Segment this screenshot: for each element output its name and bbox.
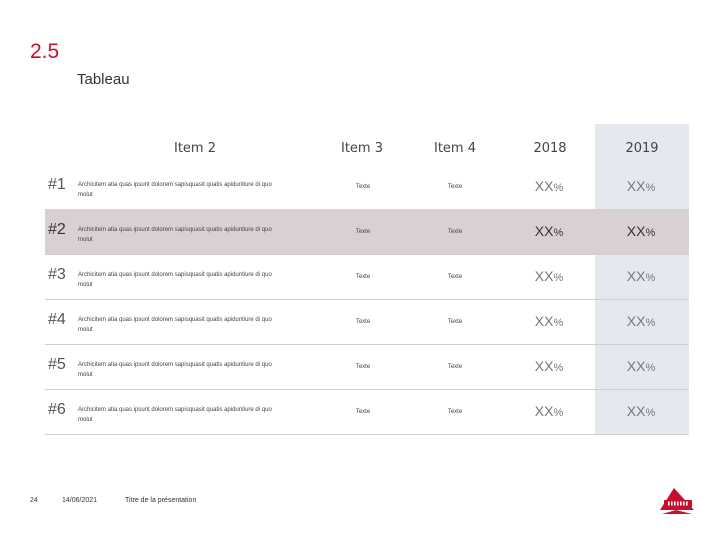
table-row: #5 Archicitem atia quas ipsunt dolorem sa… bbox=[45, 344, 689, 390]
cell-item-4: Texte bbox=[447, 184, 463, 190]
cell-2018: XX% bbox=[509, 313, 589, 329]
percent-sign: % bbox=[553, 317, 564, 329]
row-description: Archicitem atia quas ipsunt dolorem sapi… bbox=[78, 227, 272, 243]
cell-2018: XX% bbox=[509, 223, 589, 239]
value-2019: XX bbox=[626, 403, 646, 419]
row-number: #1 bbox=[48, 176, 66, 193]
value-2019: XX bbox=[626, 223, 646, 239]
header-2019: 2019 bbox=[625, 141, 659, 156]
cell-item-4: Texte bbox=[447, 229, 463, 235]
cell-item-4: Texte bbox=[447, 319, 463, 325]
percent-sign: % bbox=[645, 362, 656, 374]
percent-sign: % bbox=[553, 182, 564, 194]
row-description: Archicitem atia quas ipsunt dolorem sapi… bbox=[78, 407, 272, 423]
section-number: 2.5 bbox=[30, 40, 60, 63]
cell-2018: XX% bbox=[509, 268, 589, 284]
cell-item-3: Texte bbox=[355, 409, 371, 415]
cell-2018: XX% bbox=[509, 178, 589, 194]
cell-2019: XX% bbox=[601, 358, 681, 374]
header-2018: 2018 bbox=[533, 141, 567, 156]
brand-logo-icon bbox=[660, 488, 694, 514]
footer-presentation-title: Titre de la présentation bbox=[125, 497, 197, 504]
row-number: #5 bbox=[48, 356, 66, 373]
percent-sign: % bbox=[645, 227, 656, 239]
percent-sign: % bbox=[553, 362, 564, 374]
cell-item-3: Texte bbox=[355, 319, 371, 325]
percent-sign: % bbox=[553, 272, 564, 284]
table-row: #6 Archicitem atia quas ipsunt dolorem sa… bbox=[45, 389, 689, 435]
percent-sign: % bbox=[553, 407, 564, 419]
cell-item-4: Texte bbox=[447, 274, 463, 280]
cell-2018: XX% bbox=[509, 358, 589, 374]
cell-2019: XX% bbox=[601, 223, 681, 239]
value-2018: XX bbox=[534, 268, 554, 284]
value-2019: XX bbox=[626, 358, 646, 374]
value-2019: XX bbox=[626, 178, 646, 194]
row-description: Archicitem atia quas ipsunt dolorem sapi… bbox=[78, 362, 272, 378]
header-item-3: Item 3 bbox=[341, 141, 383, 156]
value-2018: XX bbox=[534, 178, 554, 194]
percent-sign: % bbox=[645, 407, 656, 419]
value-2019: XX bbox=[626, 268, 646, 284]
percent-sign: % bbox=[645, 182, 656, 194]
cell-2018: XX% bbox=[509, 403, 589, 419]
table-row: #3 Archicitem atia quas ipsunt dolorem sa… bbox=[45, 254, 689, 300]
value-2018: XX bbox=[534, 223, 554, 239]
value-2019: XX bbox=[626, 313, 646, 329]
value-2018: XX bbox=[534, 358, 554, 374]
value-2018: XX bbox=[534, 403, 554, 419]
row-description: Archicitem atia quas ipsunt dolorem sapi… bbox=[78, 317, 272, 333]
table-row: #2 Archicitem atia quas ipsunt dolorem sa… bbox=[45, 209, 689, 255]
percent-sign: % bbox=[553, 227, 564, 239]
header-item-4: Item 4 bbox=[434, 141, 476, 156]
row-number: #3 bbox=[48, 266, 66, 283]
cell-item-3: Texte bbox=[355, 274, 371, 280]
cell-item-3: Texte bbox=[355, 364, 371, 370]
footer-date: 14/06/2021 bbox=[62, 497, 98, 504]
row-description: Archicitem atia quas ipsunt dolorem sapi… bbox=[78, 182, 272, 198]
table-row: #4 Archicitem atia quas ipsunt dolorem sa… bbox=[45, 299, 689, 345]
percent-sign: % bbox=[645, 272, 656, 284]
row-number: #2 bbox=[48, 221, 66, 238]
footer-page-number: 24 bbox=[30, 497, 38, 504]
cell-2019: XX% bbox=[601, 403, 681, 419]
cell-item-4: Texte bbox=[447, 409, 463, 415]
value-2018: XX bbox=[534, 313, 554, 329]
row-description: Archicitem atia quas ipsunt dolorem sapi… bbox=[78, 272, 272, 288]
slide-subtitle: Tableau bbox=[77, 71, 130, 88]
cell-item-3: Texte bbox=[355, 184, 371, 190]
cell-item-4: Texte bbox=[447, 364, 463, 370]
highlight-column-2019 bbox=[595, 124, 689, 435]
row-number: #6 bbox=[48, 401, 66, 418]
cell-2019: XX% bbox=[601, 268, 681, 284]
cell-2019: XX% bbox=[601, 313, 681, 329]
cell-item-3: Texte bbox=[355, 229, 371, 235]
percent-sign: % bbox=[645, 317, 656, 329]
cell-2019: XX% bbox=[601, 178, 681, 194]
table-row: #1 Archicitem atia quas ipsunt dolorem sa… bbox=[45, 164, 689, 210]
row-number: #4 bbox=[48, 311, 66, 328]
header-item-2: Item 2 bbox=[174, 141, 216, 156]
